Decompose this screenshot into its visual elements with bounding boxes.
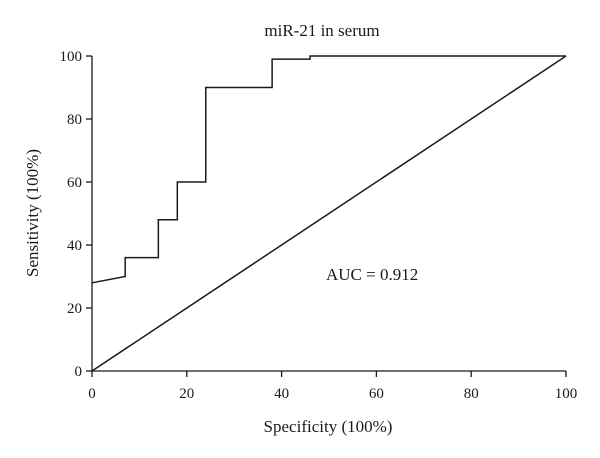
x-tick-label: 100 xyxy=(555,386,578,402)
x-tick-label: 40 xyxy=(274,386,289,402)
y-tick-label: 40 xyxy=(67,238,82,254)
y-tick-label: 100 xyxy=(60,49,83,65)
axes xyxy=(91,56,566,372)
y-tick-label: 60 xyxy=(67,175,82,191)
y-tick-label: 20 xyxy=(67,301,82,317)
series xyxy=(91,55,567,372)
roc-curve-line xyxy=(91,55,566,284)
chart-title: miR-21 in serum xyxy=(264,21,379,40)
x-tick-label: 0 xyxy=(88,386,96,402)
y-ticks: 0 20 40 60 80 100 xyxy=(60,49,92,380)
x-ticks: 0 20 40 60 80 100 xyxy=(88,371,577,402)
x-tick-label: 20 xyxy=(179,386,194,402)
x-axis-label: Specificity (100%) xyxy=(264,417,393,436)
x-tick-label: 80 xyxy=(464,386,479,402)
reference-diagonal-line xyxy=(91,55,567,372)
x-tick-label: 60 xyxy=(369,386,384,402)
y-tick-label: 80 xyxy=(67,112,82,128)
auc-annotation: AUC = 0.912 xyxy=(326,265,418,284)
y-axis-label: Sensitivity (100%) xyxy=(23,149,42,277)
y-tick-label: 0 xyxy=(75,364,83,380)
